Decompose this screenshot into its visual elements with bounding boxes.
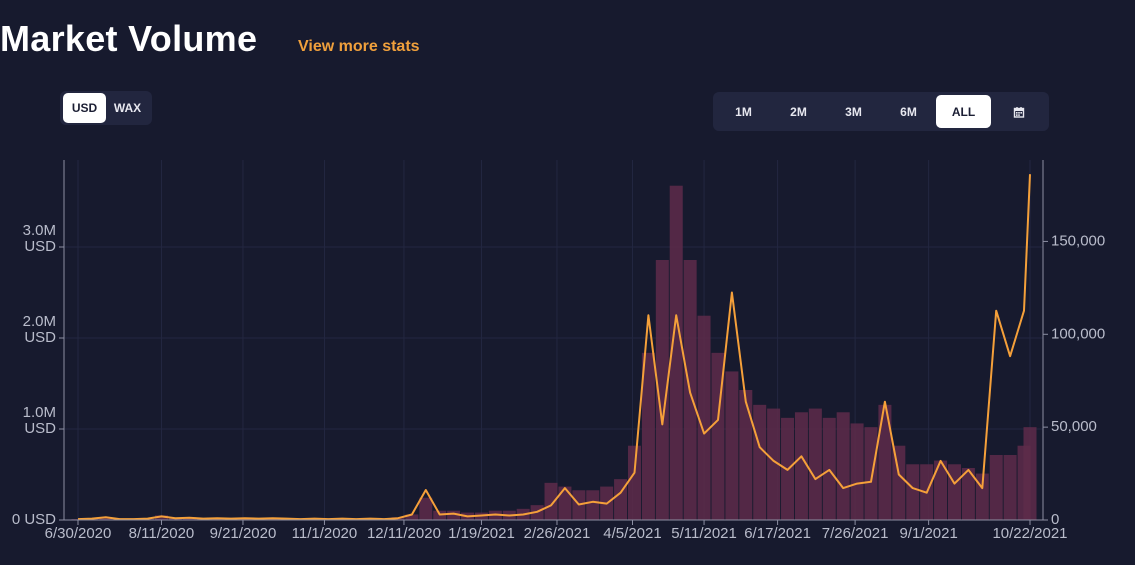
y2-tick-label: 50,000 [1051,418,1097,435]
range-button[interactable]: 3M [845,104,862,119]
volume-bar [864,427,878,520]
x-tick-label: 9/1/2021 [899,525,957,542]
volume-bar [1003,455,1017,520]
volume-bar [989,455,1003,520]
volume-bar [906,464,920,520]
x-tick-label: 7/26/2021 [822,525,889,542]
volume-bar [794,412,808,520]
volume-bar [934,460,948,520]
volume-bar [544,482,558,520]
volume-bar [725,371,739,520]
volume-bar [447,510,461,520]
x-tick-label: 11/1/2020 [292,525,358,542]
x-tick-label: 2/26/2021 [524,525,591,542]
y-tick-label: 1.0M USD [22,404,56,437]
y-tick-label: 3.0M USD [22,222,56,255]
volume-bar [878,404,892,520]
volume-bar [808,408,822,520]
x-tick-label: 4/5/2021 [603,525,661,542]
volume-bar [99,517,113,520]
currency-button[interactable]: USD [63,93,106,123]
volume-line [77,174,1031,521]
y-tick-label: 2.0M USD [22,313,56,346]
volume-bar [669,185,683,520]
view-more-link[interactable]: View more stats [298,38,420,55]
volume-bar [586,490,600,520]
currency-button[interactable]: WAX [113,101,142,115]
volume-bar [405,514,419,520]
volume-bar [627,445,641,520]
calendar-icon [1013,106,1024,118]
range-selector: 1M 2M 3M 6M ALL [713,92,1049,131]
x-tick-label: 1/19/2021 [448,525,515,542]
y2-tick-label: 0 [1051,511,1059,528]
volume-bar [739,390,753,520]
currency-toggle: USD WAX [60,91,152,125]
volume-bar [419,497,433,520]
volume-bar [892,445,906,520]
volume-bar [655,260,669,520]
volume-bar [1023,427,1037,520]
x-tick-label: 8/11/2020 [129,525,195,542]
calendar-button[interactable] [991,95,1046,128]
volume-bar [947,464,961,520]
volume-bar [767,408,781,520]
volume-bar [753,404,767,520]
volume-bar [836,412,850,520]
volume-bar [641,352,655,520]
volume-bar [154,515,168,520]
range-button[interactable]: 2M [790,104,807,119]
x-tick-label: 6/17/2021 [744,525,811,542]
range-button[interactable]: ALL [936,95,991,128]
y2-tick-label: 150,000 [1051,232,1105,249]
volume-bar [697,315,711,520]
volume-bar [558,486,572,520]
volume-bar [961,468,975,520]
x-tick-label: 6/30/2020 [45,525,112,542]
x-tick-label: 5/11/2021 [671,525,737,542]
page-title: Market Volume [0,18,258,59]
range-button[interactable]: 6M [900,104,917,119]
x-tick-label: 12/11/2020 [367,525,441,542]
x-tick-label: 10/22/2021 [992,525,1067,542]
x-tick-label: 9/21/2020 [210,525,277,542]
volume-bar [850,423,864,520]
y2-tick-label: 100,000 [1051,325,1105,342]
range-button[interactable]: 1M [735,104,752,119]
y-tick-label: 0 USD [11,511,56,528]
